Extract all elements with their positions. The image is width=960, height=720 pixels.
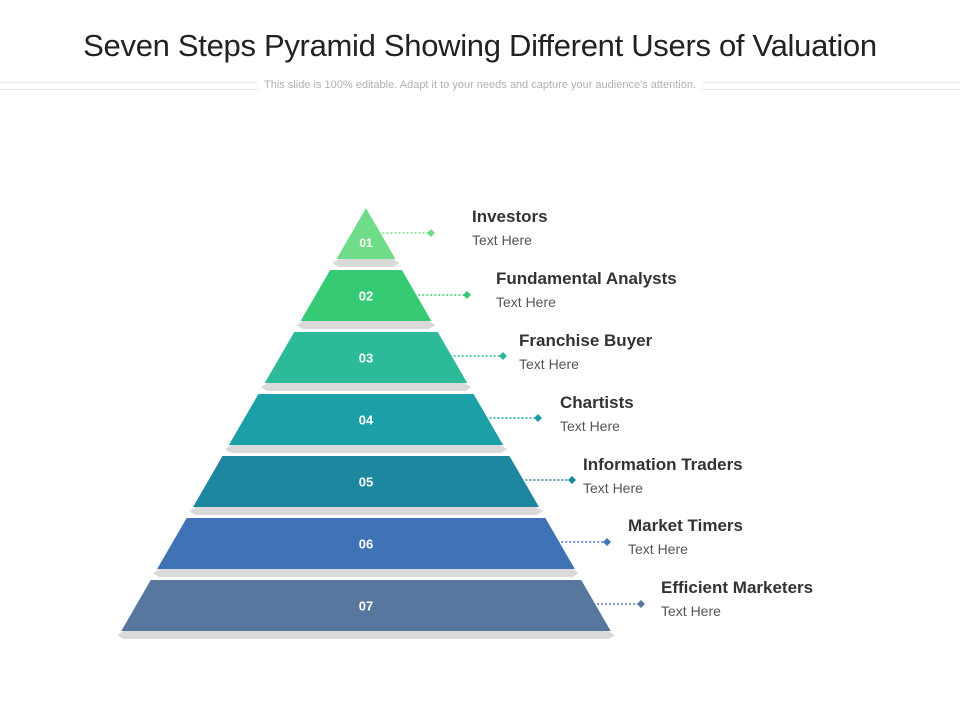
pyramid-tier-05 — [193, 456, 539, 507]
subtitle: This slide is 100% editable. Adapt it to… — [258, 79, 702, 91]
step-text: Text Here — [519, 356, 579, 372]
pyramid-tier-02 — [300, 270, 432, 321]
step-text: Text Here — [628, 541, 688, 557]
connector-diamond-icon — [568, 476, 576, 484]
pyramid-tier-04 — [228, 394, 504, 445]
step-label-03: Franchise Buyer Text Here — [519, 331, 652, 372]
tier-number: 03 — [359, 351, 373, 366]
tier-number: 01 — [359, 236, 373, 250]
tier-shadow — [224, 443, 508, 453]
tier-shadow — [296, 319, 436, 329]
tier-shadow — [189, 505, 543, 515]
step-title: Information Traders — [583, 455, 743, 474]
step-title: Efficient Marketers — [661, 578, 814, 597]
step-text: Text Here — [472, 232, 532, 248]
subtitle-bar: This slide is 100% editable. Adapt it to… — [0, 77, 960, 95]
connector-diamond-icon — [637, 600, 645, 608]
step-text: Text Here — [661, 603, 721, 619]
step-title: Investors — [472, 207, 548, 226]
connector-diamond-icon — [534, 414, 542, 422]
connector-diamond-icon — [499, 352, 507, 360]
step-label-05: Information Traders Text Here — [583, 455, 743, 496]
step-text: Text Here — [496, 294, 556, 310]
step-label-01: Investors Text Here — [472, 207, 548, 248]
step-label-02: Fundamental Analysts Text Here — [496, 269, 677, 310]
pyramid-tier-07 — [121, 580, 611, 631]
step-text: Text Here — [583, 480, 643, 496]
pyramid-tier-01 — [336, 208, 396, 259]
step-label-06: Market Timers Text Here — [628, 516, 743, 557]
connector-diamond-icon — [463, 291, 471, 299]
tier-number: 07 — [359, 599, 373, 614]
step-title: Chartists — [560, 393, 634, 412]
step-title: Franchise Buyer — [519, 331, 653, 350]
connector-diamond-icon — [603, 538, 611, 546]
connector-diamond-icon — [427, 229, 435, 237]
page-title: Seven Steps Pyramid Showing Different Us… — [83, 28, 877, 63]
tier-shadow — [117, 629, 615, 639]
step-text: Text Here — [560, 418, 620, 434]
step-title: Fundamental Analysts — [496, 269, 677, 288]
tier-number: 02 — [359, 289, 373, 304]
tier-shadow — [260, 381, 472, 391]
pyramid-tier-06 — [157, 518, 575, 569]
tier-number: 04 — [359, 413, 374, 428]
tier-shadow — [153, 567, 579, 577]
step-label-07: Efficient Marketers Text Here — [661, 578, 813, 619]
step-label-04: Chartists Text Here — [560, 393, 634, 434]
step-title: Market Timers — [628, 516, 743, 535]
pyramid-tier-03 — [264, 332, 468, 383]
tier-number: 06 — [359, 537, 373, 552]
tier-shadow — [332, 257, 400, 267]
tier-number: 05 — [359, 475, 373, 490]
